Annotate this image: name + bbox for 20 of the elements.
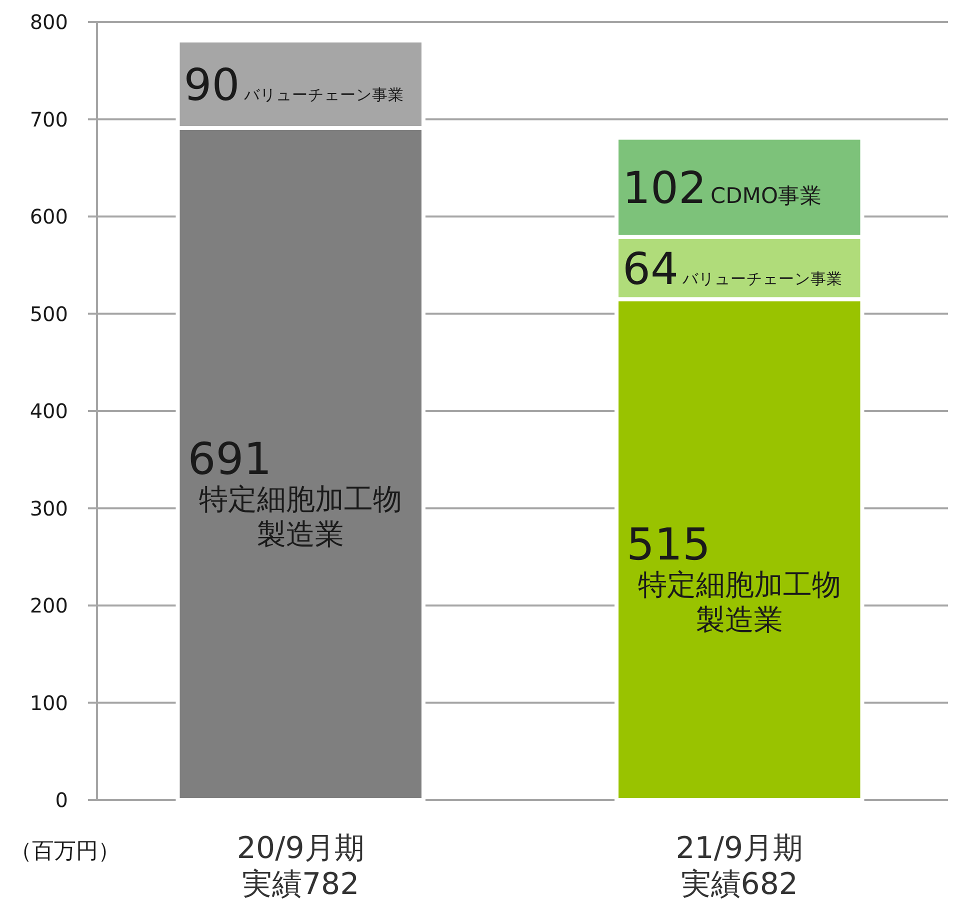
series-label: CDMO事業: [710, 184, 822, 210]
data-label: 102: [622, 163, 707, 214]
series-label: 特定細胞加工物製造業: [199, 482, 402, 551]
data-label: 90: [184, 60, 240, 112]
y-tick-label: 100: [30, 690, 68, 715]
y-tick-label: 0: [55, 788, 68, 812]
x-tick-label: 20/9月期実績782: [236, 831, 364, 902]
y-tick-label: 700: [30, 107, 68, 132]
data-label: 64: [622, 244, 679, 295]
data-label: 691: [188, 434, 272, 485]
y-tick-label: 600: [30, 204, 68, 228]
y-tick-label: 400: [30, 399, 68, 423]
x-tick-label: 21/9月期実績682: [676, 831, 804, 902]
series-label: バリューチェーン事業: [682, 270, 843, 288]
y-tick-label: 300: [30, 496, 68, 520]
y-axis-title: （百万円）: [10, 839, 120, 864]
text: バリューチェーン事業: [244, 86, 404, 104]
y-tick-label: 800: [30, 10, 68, 34]
y-tick-label: 500: [30, 302, 68, 326]
y-tick-label: 200: [30, 594, 68, 618]
